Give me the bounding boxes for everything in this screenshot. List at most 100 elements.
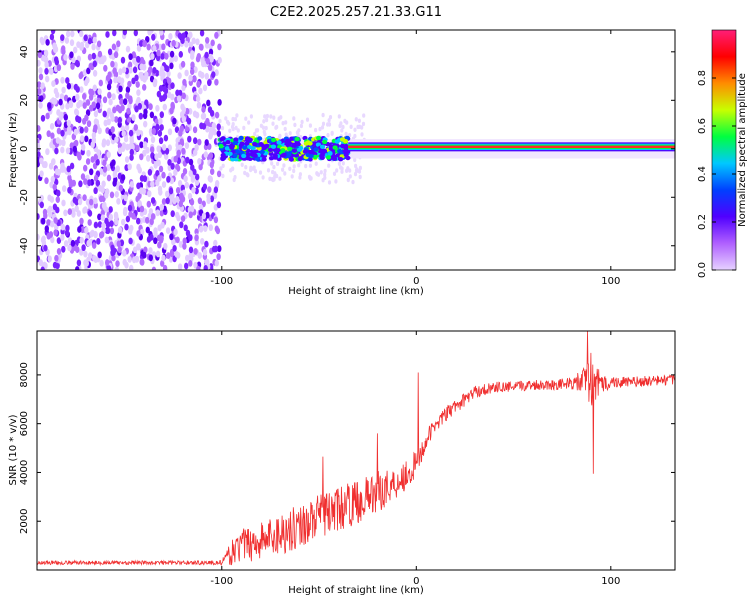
heatmap-cell <box>362 113 366 118</box>
heatmap-cell <box>218 118 222 124</box>
heatmap-cell <box>320 125 325 130</box>
heatmap-cell <box>175 187 181 194</box>
heatmap-cell <box>203 151 208 159</box>
heatmap-cell <box>50 132 55 140</box>
y-tick-label: -20 <box>19 189 30 205</box>
heatmap-cell <box>181 92 186 100</box>
heatmap-cell <box>327 180 332 185</box>
heatmap-cell <box>50 30 56 35</box>
heatmap-cell <box>151 266 157 270</box>
heatmap-cell <box>146 154 151 162</box>
heatmap-cell <box>188 170 193 177</box>
heatmap-cell <box>44 67 49 75</box>
heatmap-cell <box>204 139 209 146</box>
heatmap-cell <box>287 146 293 151</box>
heatmap-cell <box>60 234 65 241</box>
heatmap-cell <box>215 227 221 235</box>
heatmap-cell <box>337 148 343 154</box>
heatmap-cell <box>170 82 175 89</box>
heatmap-cell <box>56 248 62 255</box>
heatmap-cell <box>85 109 91 117</box>
heatmap-cell <box>128 97 133 105</box>
heatmap-cell <box>110 249 115 257</box>
heatmap-cell <box>134 105 139 113</box>
heatmap-cell <box>60 146 65 154</box>
heatmap-cell <box>83 178 88 186</box>
heatmap-cell <box>175 165 181 172</box>
x-tick-label: 0 <box>413 576 419 587</box>
heatmap-cell <box>181 147 186 155</box>
heatmap-cell <box>173 155 178 163</box>
heatmap-cell <box>297 156 303 162</box>
heatmap-cell <box>113 71 119 78</box>
heatmap-cell <box>330 131 334 136</box>
heatmap-cell <box>63 54 68 61</box>
heatmap-cell <box>70 239 76 247</box>
heatmap-cell <box>125 143 130 151</box>
heatmap-cell <box>142 251 147 259</box>
heatmap-cell <box>247 120 251 125</box>
heatmap-cell <box>45 148 50 156</box>
heatmap-cell <box>98 79 104 87</box>
heatmap-cell <box>68 100 73 108</box>
heatmap-cell <box>89 230 94 238</box>
y-tick-label: -40 <box>19 238 30 254</box>
heatmap-cell <box>79 86 84 93</box>
heatmap-cell <box>143 246 148 254</box>
heatmap-cell <box>139 187 144 195</box>
heatmap-cell <box>236 128 240 133</box>
heatmap-cell <box>358 124 362 129</box>
heatmap-cell <box>169 250 175 258</box>
heatmap-cell <box>194 144 199 152</box>
heatmap-cell <box>139 63 144 71</box>
heatmap-cell <box>329 154 335 160</box>
heatmap-cell <box>60 76 65 84</box>
heatmap-cell <box>86 149 91 157</box>
heatmap-cell <box>288 131 292 136</box>
heatmap-cell <box>80 226 85 234</box>
heatmap-cell <box>83 206 88 214</box>
heatmap-cell <box>97 88 102 95</box>
heatmap-cell <box>55 206 60 214</box>
heatmap-cell <box>266 168 271 173</box>
heatmap-cell <box>104 236 110 244</box>
heatmap-cell <box>198 225 204 233</box>
heatmap-cell <box>284 138 291 144</box>
heatmap-cell <box>229 145 235 150</box>
heatmap-cell <box>196 265 201 270</box>
heatmap-cell <box>127 204 133 212</box>
heatmap-cell <box>170 210 175 218</box>
heatmap-cell <box>337 114 341 119</box>
heatmap-cell <box>169 56 175 63</box>
heatmap-cell <box>199 30 205 37</box>
heatmap-cell <box>345 168 349 173</box>
heatmap-cell <box>43 244 48 252</box>
heatmap-cell <box>67 186 72 194</box>
heatmap-cell <box>204 72 209 80</box>
heatmap-cell <box>105 139 111 147</box>
heatmap-cell <box>288 166 292 171</box>
heatmap-cell <box>210 168 215 176</box>
heatmap-cell <box>72 145 78 153</box>
heatmap-cell <box>37 81 42 88</box>
heatmap-cell <box>130 143 135 151</box>
heatmap-cell <box>211 71 216 78</box>
heatmap-cell <box>105 221 111 229</box>
heatmap-cell <box>201 106 206 113</box>
heatmap-cell <box>38 67 43 74</box>
heatmap-cell <box>228 128 232 133</box>
heatmap-cell <box>72 196 78 204</box>
heatmap-cell <box>218 144 224 149</box>
heatmap-cell <box>101 138 107 146</box>
heatmap-cell <box>164 52 169 60</box>
heatmap-cell <box>252 142 258 147</box>
heatmap-cell <box>338 157 344 162</box>
heatmap-cell <box>232 140 238 146</box>
heatmap-cell <box>353 171 358 177</box>
heatmap-cell <box>156 234 162 242</box>
heatmap-cell <box>46 219 51 226</box>
heatmap-cell <box>44 177 49 185</box>
heatmap-cell <box>316 135 322 141</box>
heatmap-cell <box>281 121 285 126</box>
heatmap-cell <box>351 179 355 185</box>
